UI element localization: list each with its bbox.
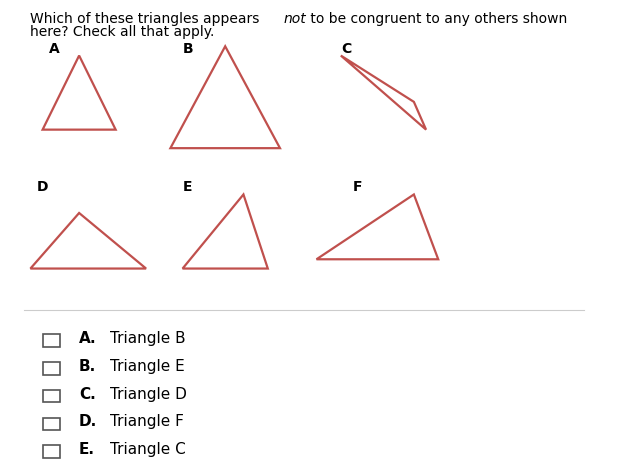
FancyBboxPatch shape (43, 445, 60, 458)
FancyBboxPatch shape (43, 334, 60, 347)
Text: F: F (353, 181, 362, 194)
Text: Triangle C: Triangle C (109, 442, 185, 457)
Text: A.: A. (79, 331, 97, 346)
Text: Triangle F: Triangle F (109, 414, 183, 429)
FancyBboxPatch shape (43, 390, 60, 402)
Text: E: E (183, 181, 192, 194)
Text: D.: D. (79, 414, 97, 429)
Text: D: D (36, 181, 48, 194)
Text: B.: B. (79, 359, 96, 374)
Text: here? Check all that apply.: here? Check all that apply. (30, 25, 215, 39)
Text: B: B (183, 42, 193, 56)
Text: Triangle B: Triangle B (109, 331, 185, 346)
Text: C: C (341, 42, 351, 56)
Text: C.: C. (79, 387, 96, 401)
Text: to be congruent to any others shown: to be congruent to any others shown (306, 12, 567, 25)
Text: A: A (49, 42, 60, 56)
Text: Which of these triangles appears: Which of these triangles appears (30, 12, 264, 25)
Text: Triangle E: Triangle E (109, 359, 184, 374)
Text: not: not (283, 12, 306, 25)
Text: Triangle D: Triangle D (109, 387, 187, 401)
FancyBboxPatch shape (43, 418, 60, 430)
Text: E.: E. (79, 442, 95, 457)
FancyBboxPatch shape (43, 362, 60, 375)
